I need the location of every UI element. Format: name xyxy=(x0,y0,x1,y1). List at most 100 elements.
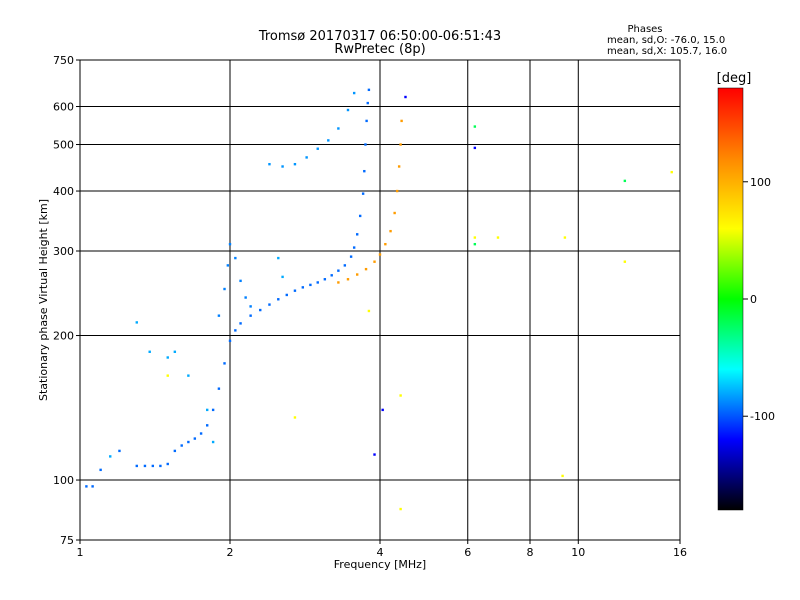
data-point xyxy=(358,214,362,218)
scatter-points xyxy=(85,88,673,511)
x-tick-label: 4 xyxy=(377,546,384,559)
data-point xyxy=(305,156,308,159)
data-point xyxy=(293,416,297,419)
data-point xyxy=(244,296,247,299)
data-point xyxy=(381,408,384,412)
colorbar-tick-label: 0 xyxy=(750,293,757,306)
data-point xyxy=(228,242,232,246)
data-point xyxy=(281,165,284,168)
data-point xyxy=(199,432,203,435)
x-tick-label: 8 xyxy=(527,546,534,559)
data-point xyxy=(205,424,209,427)
colorbar-tick-label: 100 xyxy=(750,176,771,189)
data-point xyxy=(239,322,242,325)
data-point xyxy=(173,449,177,453)
data-point xyxy=(670,170,673,174)
data-point xyxy=(473,146,477,150)
x-axis: 1 2 4 6 8 10 16 xyxy=(77,540,687,559)
data-point xyxy=(496,236,500,239)
y-tick-label: 100 xyxy=(53,474,74,487)
y-axis-label: Stationary phase Virtual Height [km] xyxy=(37,199,50,401)
data-point xyxy=(217,314,221,317)
colorbar-ticks: 100 0 -100 xyxy=(743,176,775,423)
y-tick-label: 750 xyxy=(53,54,74,67)
data-point xyxy=(365,119,368,123)
colorbar-tick-label: -100 xyxy=(750,410,775,423)
data-point xyxy=(223,362,226,365)
y-tick-label: 300 xyxy=(53,245,74,258)
data-point xyxy=(268,162,271,166)
x-tick-label: 6 xyxy=(464,546,471,559)
data-point xyxy=(361,192,365,195)
data-point xyxy=(473,236,477,239)
data-point xyxy=(623,179,627,183)
data-point xyxy=(404,95,407,99)
x-tick-label: 2 xyxy=(227,546,234,559)
data-point xyxy=(364,143,367,146)
y-tick-label: 500 xyxy=(53,139,74,152)
data-point xyxy=(355,233,359,236)
data-point xyxy=(364,267,368,271)
data-point xyxy=(211,408,215,412)
data-point xyxy=(343,264,347,267)
y-tick-label: 200 xyxy=(53,330,74,343)
data-point xyxy=(373,260,376,263)
x-tick-label: 1 xyxy=(77,546,84,559)
data-point xyxy=(561,474,564,478)
data-point xyxy=(85,485,88,488)
colorbar-label: [deg] xyxy=(717,71,752,86)
data-point xyxy=(384,242,387,246)
data-point xyxy=(268,303,271,306)
data-point xyxy=(316,281,319,284)
data-point xyxy=(563,236,567,239)
data-point xyxy=(151,464,155,468)
data-point xyxy=(316,147,319,150)
data-point xyxy=(323,278,327,281)
data-point xyxy=(373,453,376,456)
data-point xyxy=(355,273,359,276)
data-point xyxy=(399,507,402,511)
data-point xyxy=(226,264,230,267)
data-point xyxy=(180,444,183,447)
data-point xyxy=(352,246,356,249)
y-tick-label: 75 xyxy=(60,534,74,547)
data-point xyxy=(473,242,477,246)
data-point xyxy=(337,127,340,130)
x-axis-label: Frequency [MHz] xyxy=(334,558,426,571)
data-point xyxy=(91,485,94,488)
data-point xyxy=(399,394,402,397)
data-point xyxy=(277,298,280,301)
data-point xyxy=(277,256,280,260)
data-point xyxy=(281,275,284,279)
data-point xyxy=(393,211,396,215)
x-tick-label: 10 xyxy=(571,546,585,559)
data-point xyxy=(193,437,197,440)
data-point xyxy=(99,468,102,472)
data-point xyxy=(228,339,232,343)
data-point xyxy=(135,464,138,468)
data-point xyxy=(309,283,312,287)
data-point xyxy=(330,274,333,277)
data-point xyxy=(143,464,147,468)
data-point xyxy=(301,286,305,289)
data-point xyxy=(135,321,138,324)
grid xyxy=(80,60,680,540)
data-point xyxy=(367,309,371,313)
data-point xyxy=(337,269,340,272)
data-point xyxy=(217,387,221,390)
data-point xyxy=(363,169,366,173)
data-point xyxy=(623,260,627,263)
data-point xyxy=(346,108,350,112)
data-point xyxy=(378,253,382,256)
y-axis: 75 100 200 300 400 500 600 750 xyxy=(53,54,80,547)
data-point xyxy=(118,449,121,453)
data-point xyxy=(389,229,392,233)
data-point xyxy=(187,440,190,444)
data-point xyxy=(249,314,252,317)
data-point xyxy=(397,165,401,168)
data-point xyxy=(367,88,371,92)
data-point xyxy=(400,119,403,123)
stats-line-x: mean, sd,X: 105.7, 16.0 xyxy=(607,46,727,57)
colorbar xyxy=(717,87,744,511)
data-point xyxy=(337,281,340,284)
